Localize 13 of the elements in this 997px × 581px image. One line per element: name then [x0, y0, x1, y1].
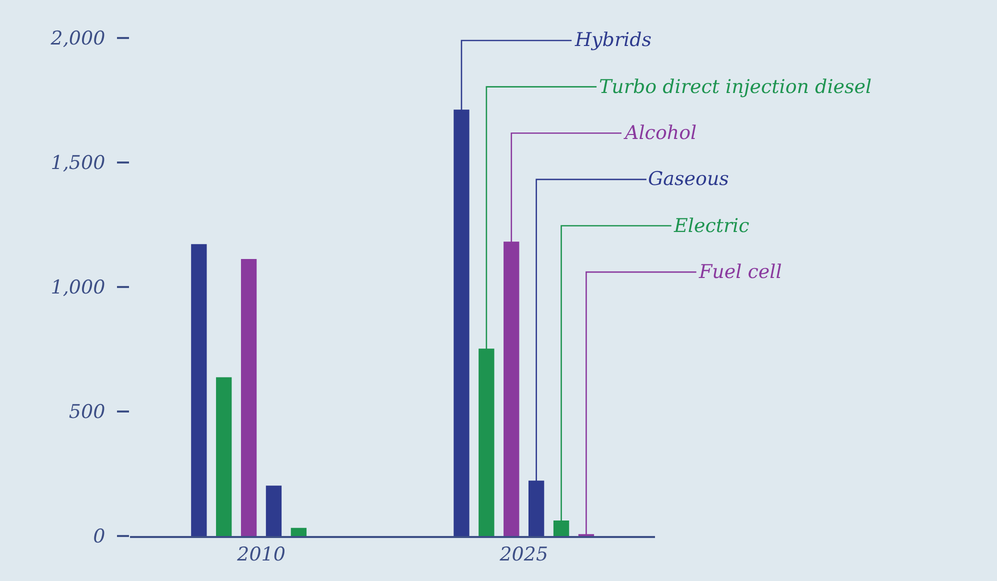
- text: Electric: [673, 215, 750, 237]
- y-tick-label: 500: [68, 401, 106, 424]
- y-tick-label: 0: [93, 526, 106, 548]
- text: Turbo direct injection diesel: [599, 76, 872, 98]
- text: Alcohol: [623, 122, 697, 144]
- y-tick-label: 1,000: [50, 276, 106, 299]
- text: Gaseous: [648, 168, 730, 190]
- text: Hybrids: [574, 29, 652, 51]
- text: Fuel cell: [698, 261, 782, 283]
- x-tick-label: 2010: [236, 544, 286, 566]
- y-tick-label: 1,500: [50, 152, 106, 174]
- x-tick-label: 2025: [498, 544, 548, 566]
- y-tick-label: 2,000: [50, 28, 106, 50]
